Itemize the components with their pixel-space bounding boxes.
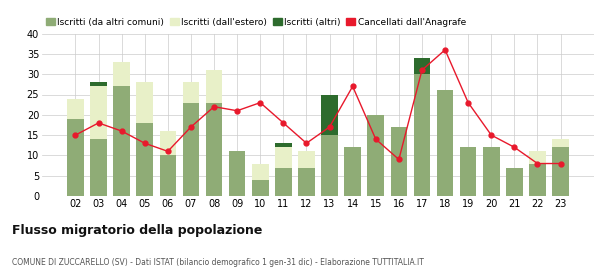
Bar [413,74,430,196]
Bar [229,151,245,196]
Bar [321,95,338,135]
Bar [344,147,361,196]
Bar [529,164,546,196]
Text: Flusso migratorio della popolazione: Flusso migratorio della popolazione [12,224,262,237]
Bar [113,86,130,196]
Text: COMUNE DI ZUCCARELLO (SV) - Dati ISTAT (bilancio demografico 1 gen-31 dic) - Ela: COMUNE DI ZUCCARELLO (SV) - Dati ISTAT (… [12,258,424,267]
Bar [298,167,315,196]
Bar [67,119,84,196]
Bar [90,139,107,196]
Bar [160,131,176,155]
Bar [529,151,546,164]
Bar [552,147,569,196]
Bar [160,155,176,196]
Bar [391,127,407,196]
Bar [67,99,84,119]
Bar [552,139,569,147]
Bar [136,123,153,196]
Bar [182,82,199,103]
Legend: Iscritti (da altri comuni), Iscritti (dall'estero), Iscritti (altri), Cancellati: Iscritti (da altri comuni), Iscritti (da… [42,14,470,30]
Bar [113,62,130,86]
Bar [506,167,523,196]
Bar [182,103,199,196]
Bar [275,147,292,167]
Bar [206,70,223,103]
Bar [252,164,269,180]
Bar [252,180,269,196]
Bar [90,86,107,139]
Bar [136,82,153,123]
Bar [437,90,454,196]
Bar [206,103,223,196]
Bar [483,147,500,196]
Bar [298,151,315,167]
Bar [367,115,384,196]
Bar [275,167,292,196]
Bar [275,143,292,147]
Bar [413,58,430,74]
Bar [90,82,107,86]
Bar [321,135,338,196]
Bar [460,147,476,196]
